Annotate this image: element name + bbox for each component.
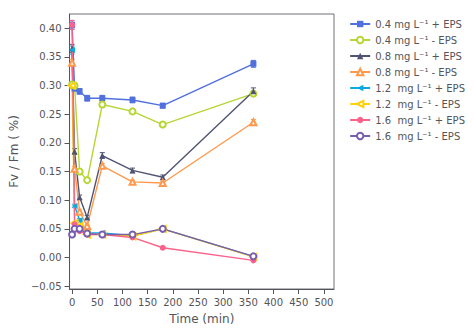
svg-text:250: 250 bbox=[188, 297, 207, 308]
svg-text:0: 0 bbox=[69, 297, 75, 308]
svg-text:150: 150 bbox=[138, 297, 157, 308]
svg-text:0.30: 0.30 bbox=[39, 80, 61, 91]
svg-text:0.20: 0.20 bbox=[39, 137, 61, 148]
svg-text:1.6 mg L⁻¹ - EPS: 1.6 mg L⁻¹ - EPS bbox=[375, 131, 460, 142]
svg-text:Time (min): Time (min) bbox=[168, 312, 234, 326]
svg-text:100: 100 bbox=[113, 297, 132, 308]
svg-text:0.4 mg L⁻¹ + EPS: 0.4 mg L⁻¹ + EPS bbox=[375, 19, 462, 30]
svg-text:−0.05: −0.05 bbox=[31, 281, 62, 292]
svg-text:1.2 mg L⁻¹ - EPS: 1.2 mg L⁻¹ - EPS bbox=[375, 99, 460, 110]
svg-text:0.00: 0.00 bbox=[39, 252, 61, 263]
svg-text:1.6 mg L⁻¹ + EPS: 1.6 mg L⁻¹ + EPS bbox=[375, 115, 465, 126]
svg-text:0.05: 0.05 bbox=[39, 223, 61, 234]
svg-text:300: 300 bbox=[214, 297, 233, 308]
svg-text:500: 500 bbox=[314, 297, 333, 308]
svg-text:400: 400 bbox=[264, 297, 283, 308]
svg-text:1.2 mg L⁻¹ + EPS: 1.2 mg L⁻¹ + EPS bbox=[375, 83, 465, 94]
svg-text:0.4 mg L⁻¹ - EPS: 0.4 mg L⁻¹ - EPS bbox=[375, 35, 457, 46]
svg-text:0.8 mg L⁻¹ + EPS: 0.8 mg L⁻¹ + EPS bbox=[375, 51, 462, 62]
svg-text:0.8 mg L⁻¹ - EPS: 0.8 mg L⁻¹ - EPS bbox=[375, 67, 457, 78]
svg-text:450: 450 bbox=[289, 297, 308, 308]
svg-text:350: 350 bbox=[239, 297, 258, 308]
svg-text:50: 50 bbox=[91, 297, 104, 308]
svg-text:Fv / Fm ( %): Fv / Fm ( %) bbox=[7, 115, 21, 188]
svg-text:0.15: 0.15 bbox=[39, 166, 61, 177]
svg-text:0.40: 0.40 bbox=[39, 23, 61, 34]
svg-text:200: 200 bbox=[163, 297, 182, 308]
svg-text:0.25: 0.25 bbox=[39, 109, 61, 120]
svg-text:0.35: 0.35 bbox=[39, 51, 61, 62]
svg-text:0.10: 0.10 bbox=[39, 195, 61, 206]
